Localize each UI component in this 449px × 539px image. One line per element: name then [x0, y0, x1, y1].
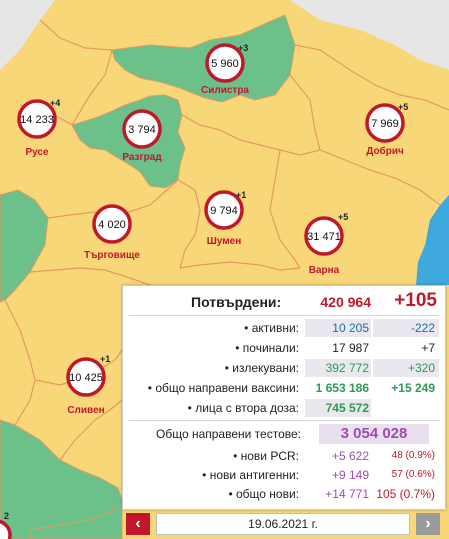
antigen-delta: 57 (0.6%): [391, 469, 435, 480]
region-southwest-area: [0, 419, 123, 539]
recovered-value: 392 772: [325, 361, 369, 375]
value-cell-bg: [305, 359, 371, 377]
recovered-delta: +320: [407, 361, 435, 375]
deaths-delta: +7: [421, 341, 435, 355]
total-new-delta: 105 (0.7%): [376, 487, 435, 501]
region-marker-varna[interactable]: 31 471 +5 Варна: [304, 212, 348, 276]
region-value: 3 794: [128, 124, 156, 136]
region-marker-dobrich[interactable]: 7 969 +5 Добрич: [365, 102, 408, 157]
region-value: 7 969: [371, 118, 399, 130]
pcr-value: +5 622: [331, 449, 369, 463]
antigen-value: +9 149: [331, 468, 369, 482]
value-cell-bg: [305, 319, 371, 337]
region-left-area: [0, 189, 49, 303]
region-value: 10 425: [69, 372, 103, 384]
active-value: 10 205: [332, 321, 369, 335]
deaths-row: • починали: 17 987 +7: [123, 339, 445, 357]
region-name: Варна: [309, 265, 340, 276]
recovered-label: • излекувани:: [224, 361, 299, 375]
recovered-row: • излекувани: 392 772 +320: [123, 359, 445, 377]
region-marker-targovishte[interactable]: 4 020 Търговище: [84, 204, 140, 261]
region-delta: 2: [4, 511, 9, 521]
region-name: Разград: [122, 152, 162, 163]
region-name: Търговище: [84, 250, 140, 261]
active-row: • активни: 10 205 -222: [123, 319, 445, 337]
region-marker-partial[interactable]: 2: [0, 511, 12, 539]
next-date-button[interactable]: ›: [416, 513, 440, 535]
region-borders: [4, 19, 449, 461]
confirmed-value: 420 964: [320, 294, 371, 310]
value-cell-bg: [305, 399, 371, 417]
prev-date-button[interactable]: ‹: [126, 513, 150, 535]
region-silistra-area: [111, 14, 296, 103]
pcr-row: • нови PCR: +5 622 48 (0.9%): [123, 447, 445, 465]
tests-total-label: Общо направени тестове:: [156, 427, 301, 441]
black-sea: [416, 195, 449, 285]
region-marker-ruse[interactable]: 14 233 +4 Русе: [17, 98, 60, 158]
region-name: Шумен: [207, 236, 241, 247]
region-value: 4 020: [98, 219, 126, 231]
divider: [129, 420, 439, 421]
region-value: 9 794: [210, 205, 238, 217]
pcr-delta: 48 (0.9%): [391, 450, 435, 461]
region-marker-razgrad[interactable]: 3 794 Разград: [122, 109, 162, 163]
confirmed-label: Потвърдени:: [191, 294, 282, 310]
outside-area: [0, 0, 55, 70]
region-value: 5 960: [211, 58, 239, 70]
region-delta: +1: [100, 354, 110, 364]
total-new-row: • общо нови: +14 771 105 (0.7%): [123, 485, 445, 503]
confirmed-row: Потвърдени: 420 964 +105: [123, 289, 445, 315]
region-value: 31 471: [307, 231, 341, 243]
divider: [129, 315, 439, 316]
second-dose-label: • лица с втора доза:: [187, 401, 299, 415]
vaccines-value: 1 653 186: [315, 381, 369, 395]
region-marker-silistra[interactable]: 5 960 +3 Силистра: [201, 43, 249, 96]
pcr-label: • нови PCR:: [233, 449, 299, 463]
region-marker-shumen[interactable]: 9 794 +1 Шумен: [204, 190, 246, 247]
region-delta: +1: [236, 190, 246, 200]
antigen-label: • нови антигенни:: [202, 468, 299, 482]
delta-cell-bg: [373, 319, 439, 337]
region-delta: +5: [398, 102, 408, 112]
confirmed-delta: +105: [394, 290, 437, 311]
active-label: • активни:: [244, 321, 299, 335]
delta-cell-bg: [373, 359, 439, 377]
region-name: Сливен: [67, 405, 104, 416]
total-new-label: • общо нови:: [228, 487, 299, 501]
region-name: Русе: [25, 147, 49, 158]
vaccines-delta: +15 249: [391, 381, 435, 395]
value-cell-bg: [319, 424, 429, 444]
region-value: 14 233: [20, 114, 54, 126]
region-marker-sliven[interactable]: 10 425 +1 Сливен: [66, 354, 110, 416]
antigen-row: • нови антигенни: +9 149 57 (0.6%): [123, 466, 445, 484]
region-delta: +3: [238, 43, 248, 53]
second-dose-value: 745 572: [325, 401, 369, 415]
active-delta: -222: [410, 321, 435, 335]
deaths-value: 17 987: [332, 341, 369, 355]
region-name: Добрич: [366, 145, 404, 157]
region-name: Силистра: [201, 85, 249, 96]
deaths-label: • починали:: [235, 341, 299, 355]
date-display[interactable]: 19.06.2021 г.: [156, 513, 410, 535]
tests-total-value: 3 054 028: [340, 425, 408, 442]
region-delta: +4: [50, 98, 60, 108]
date-navigation: ‹ 19.06.2021 г. ›: [122, 511, 444, 537]
outside-area-right: [290, 0, 449, 70]
region-delta: +5: [338, 212, 348, 222]
second-dose-row: • лица с втора доза: 745 572: [123, 399, 445, 417]
stats-panel: Потвърдени: 420 964 +105 • активни: 10 2…: [122, 285, 446, 510]
total-new-value: +14 771: [325, 487, 369, 501]
tests-total-row: Общо направени тестове: 3 054 028: [123, 424, 445, 446]
vaccines-label: • общо направени ваксини:: [147, 381, 299, 395]
vaccines-row: • общо направени ваксини: 1 653 186 +15 …: [123, 379, 445, 397]
region-south-area: [29, 504, 123, 539]
